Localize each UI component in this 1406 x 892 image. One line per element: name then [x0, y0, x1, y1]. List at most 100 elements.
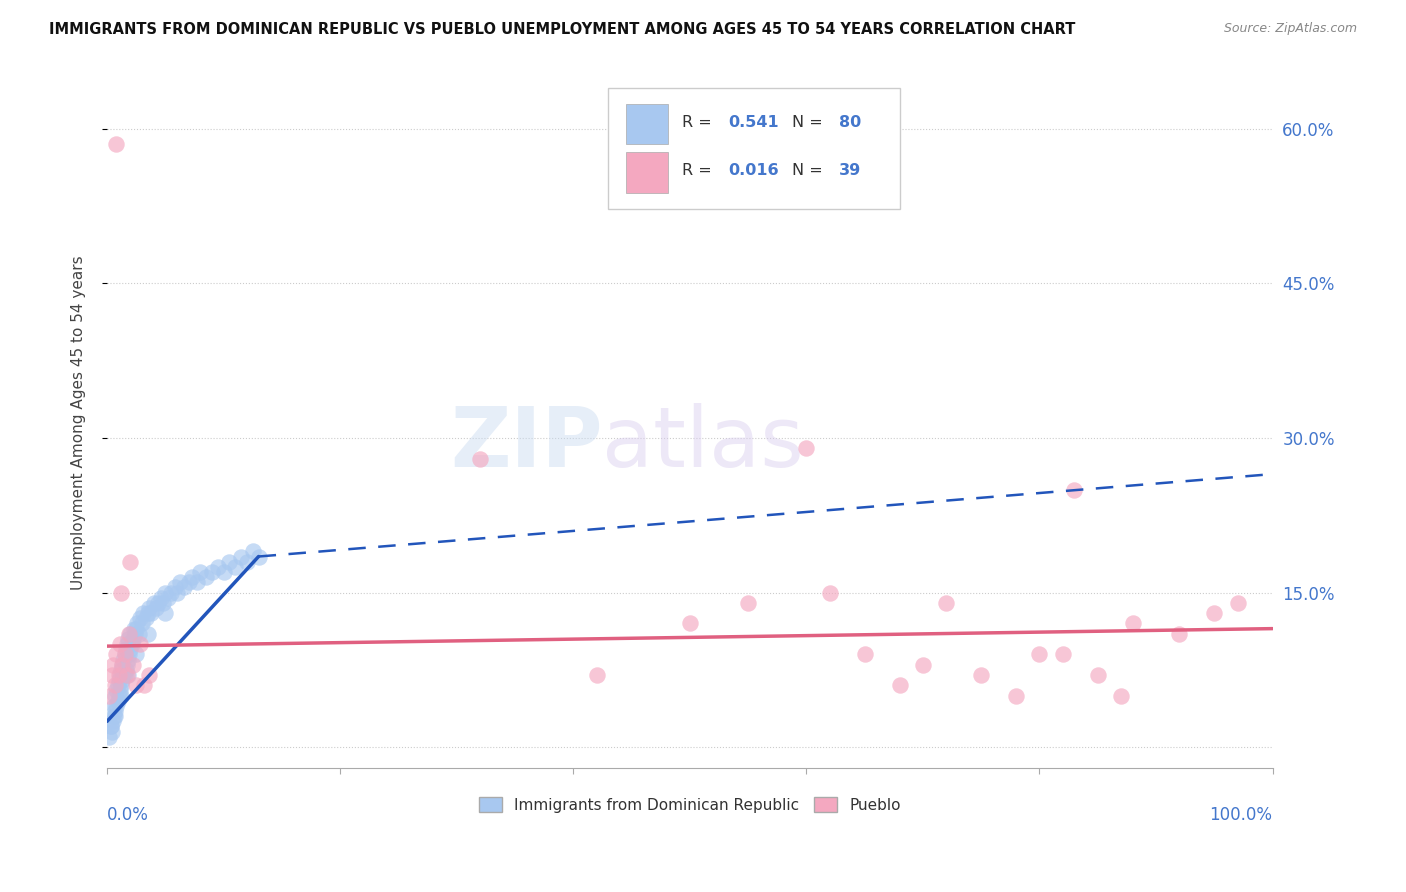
Point [128, 627, 150, 641]
Point [166, 585, 188, 599]
Point [110, 663, 132, 677]
Point [101, 714, 124, 729]
Point [108, 637, 131, 651]
Point [1005, 689, 1028, 703]
Point [107, 678, 129, 692]
Point [103, 709, 125, 723]
Point [236, 555, 259, 569]
Point [935, 596, 957, 610]
Point [138, 601, 160, 615]
Point [120, 555, 142, 569]
Point [1063, 483, 1085, 497]
Y-axis label: Unemployment Among Ages 45 to 54 years: Unemployment Among Ages 45 to 54 years [72, 255, 86, 590]
Point [114, 642, 136, 657]
Point [1109, 689, 1132, 703]
Point [201, 565, 224, 579]
Point [186, 575, 208, 590]
Point [125, 678, 148, 692]
Point [98, 689, 121, 703]
Point [122, 622, 145, 636]
Point [136, 627, 159, 641]
Point [142, 596, 165, 610]
Point [141, 606, 163, 620]
Point [1052, 648, 1074, 662]
FancyBboxPatch shape [626, 103, 668, 145]
Point [160, 585, 183, 599]
Point [125, 622, 148, 636]
Point [108, 668, 131, 682]
Point [138, 668, 160, 682]
Point [1087, 668, 1109, 682]
Text: 0.541: 0.541 [728, 115, 779, 130]
Point [111, 673, 134, 687]
Point [135, 611, 157, 625]
Point [111, 657, 134, 672]
Point [136, 606, 159, 620]
Text: 80: 80 [839, 115, 862, 130]
Point [112, 668, 135, 682]
Point [149, 591, 172, 605]
Text: 100.0%: 100.0% [1209, 805, 1272, 823]
Point [134, 678, 156, 692]
Point [115, 668, 138, 682]
Point [117, 632, 139, 646]
Point [114, 668, 136, 682]
Point [173, 581, 195, 595]
Point [132, 606, 155, 620]
Point [103, 698, 125, 713]
Point [218, 555, 240, 569]
Point [107, 668, 129, 682]
Point [1226, 596, 1249, 610]
Point [156, 591, 179, 605]
Point [145, 601, 167, 615]
Point [125, 648, 148, 662]
Point [110, 585, 132, 599]
Point [117, 668, 139, 682]
Point [104, 689, 127, 703]
Point [100, 719, 122, 733]
Point [889, 678, 911, 692]
Point [224, 559, 246, 574]
Point [229, 549, 252, 564]
Point [853, 648, 876, 662]
Point [177, 575, 200, 590]
Text: 39: 39 [839, 163, 862, 178]
Point [112, 652, 135, 666]
Text: ZIP: ZIP [450, 403, 602, 483]
Point [104, 678, 127, 692]
Point [585, 668, 607, 682]
Point [1122, 616, 1144, 631]
Text: R =: R = [682, 115, 717, 130]
Point [110, 678, 132, 692]
Point [242, 544, 264, 558]
Point [121, 637, 143, 651]
Text: 0.0%: 0.0% [107, 805, 149, 823]
Point [115, 657, 138, 672]
Point [152, 596, 174, 610]
Legend: Immigrants from Dominican Republic, Pueblo: Immigrants from Dominican Republic, Pueb… [472, 790, 907, 819]
Point [115, 637, 138, 651]
Point [247, 549, 270, 564]
Point [155, 606, 177, 620]
Text: IMMIGRANTS FROM DOMINICAN REPUBLIC VS PUEBLO UNEMPLOYMENT AMONG AGES 45 TO 54 YE: IMMIGRANTS FROM DOMINICAN REPUBLIC VS PU… [49, 22, 1076, 37]
Point [124, 627, 146, 641]
Point [108, 683, 131, 698]
Point [104, 709, 127, 723]
Point [117, 652, 139, 666]
Point [107, 689, 129, 703]
Point [114, 663, 136, 677]
Point [155, 585, 177, 599]
Point [118, 627, 141, 641]
Point [107, 694, 129, 708]
Point [118, 648, 141, 662]
Point [101, 657, 124, 672]
Point [121, 657, 143, 672]
Point [796, 442, 818, 456]
Point [163, 581, 186, 595]
Point [1204, 606, 1226, 620]
Point [107, 673, 129, 687]
Point [105, 648, 128, 662]
Point [127, 616, 149, 631]
Point [818, 585, 841, 599]
Point [212, 565, 235, 579]
